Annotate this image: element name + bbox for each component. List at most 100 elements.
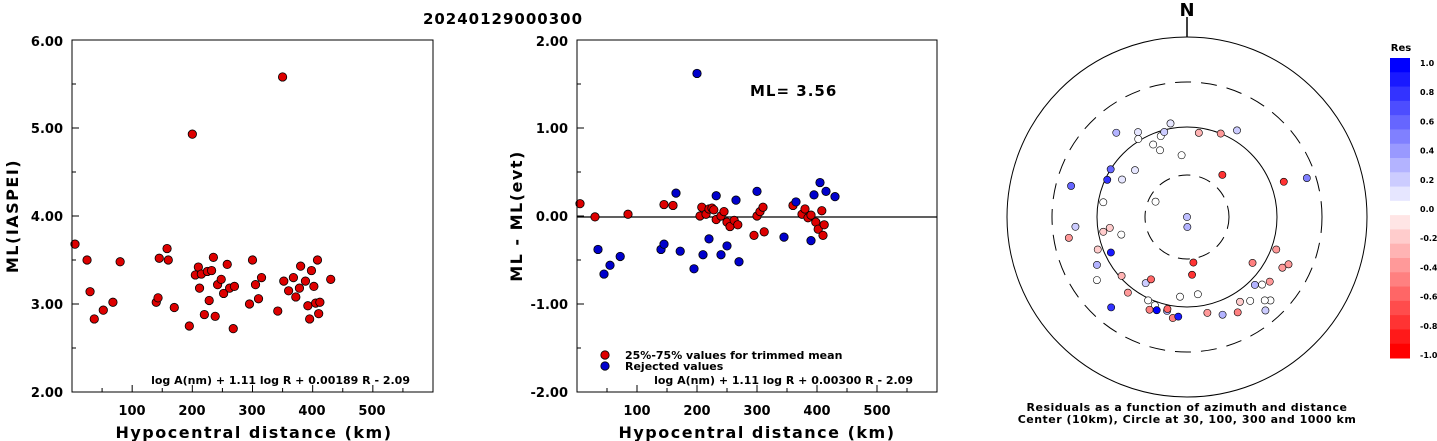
data-point <box>277 72 288 82</box>
x-tick-label: 100 <box>118 404 145 419</box>
data-point <box>216 274 226 284</box>
data-point <box>692 68 702 79</box>
data-point <box>615 251 625 262</box>
x-tick-label: 400 <box>803 404 830 419</box>
data-point <box>819 220 829 230</box>
data-point <box>163 255 173 265</box>
data-point <box>817 206 827 216</box>
colorbar-labels: 1.0 0.8 0.6 0.4 0.2 0.0 -0.2 -0.4 -0.6 -0.8 -1.0 <box>1420 59 1437 360</box>
data-point <box>815 177 825 188</box>
data-point <box>830 192 840 202</box>
colorbar-cell <box>1390 100 1410 116</box>
ml-value-annotation: ML= 3.56 <box>750 82 837 100</box>
station-point <box>1218 310 1227 319</box>
data-point <box>294 283 305 293</box>
data-point <box>199 309 209 320</box>
data-point <box>296 261 306 271</box>
polar-caption-line1: Residuals as a function of azimuth and d… <box>1027 401 1348 414</box>
data-point <box>671 188 681 198</box>
data-point <box>689 264 699 274</box>
station-point <box>1261 306 1270 315</box>
y-tick-label: 2.00 <box>31 386 63 401</box>
legend: 25%-75% values for trimmed mean Rejected… <box>600 349 842 373</box>
data-point <box>256 272 267 283</box>
polar-caption-line2: Center (10km), Circle at 30, 100, 300 an… <box>1018 413 1357 426</box>
station-point <box>1118 175 1126 184</box>
y-tick-label: 3.00 <box>31 298 63 313</box>
data-point <box>184 321 194 331</box>
colorbar-cell <box>1390 343 1410 359</box>
circle-300km <box>1051 81 1323 353</box>
ml-iaspei-points <box>70 72 336 334</box>
data-point <box>204 295 214 306</box>
data-point <box>288 272 299 283</box>
data-point <box>300 276 311 286</box>
station-point <box>1093 260 1101 269</box>
data-point <box>154 253 164 263</box>
station-point <box>1183 223 1192 231</box>
colorbar-label: 0.0 <box>1420 205 1435 214</box>
ml-iaspei-x-tick-labels: 100 200 300 400 500 <box>118 404 385 419</box>
data-point <box>162 243 172 254</box>
x-tick-label: 400 <box>298 404 325 419</box>
station-point <box>1099 198 1108 207</box>
station-point <box>1203 308 1212 317</box>
station-point <box>1258 280 1266 289</box>
station-point <box>1302 174 1311 182</box>
ml-residual-y-tick-labels: -2.00 -1.00 0.00 1.00 2.00 <box>531 35 568 401</box>
data-point <box>791 197 801 207</box>
ml-residual-y-axis-label: ML - ML(evt) <box>507 150 526 282</box>
colorbar-title: Res <box>1391 43 1411 54</box>
y-tick-label: -1.00 <box>531 298 568 313</box>
ml-residual-x-tick-labels: 100 200 300 400 500 <box>623 404 890 419</box>
data-point <box>675 246 685 256</box>
data-point <box>779 232 789 242</box>
data-point <box>187 129 197 139</box>
residual-colorbar: Res 1.0 0.8 0.6 0.4 0.2 0.0 -0.2 -0.4 -0.6 -0.8 -1… <box>1390 43 1437 360</box>
data-point <box>806 236 816 246</box>
station-point <box>1105 223 1114 232</box>
colorbar-cell <box>1390 229 1410 245</box>
station-point <box>1107 303 1116 312</box>
station-residual-points <box>1064 119 1311 322</box>
ml-residual-points <box>575 68 840 279</box>
data-point <box>222 259 232 269</box>
station-point <box>1189 258 1198 267</box>
ml-residual-formula: log A(nm) + 1.11 log R + 0.00300 R - 2.0… <box>654 374 913 387</box>
data-point <box>315 297 325 307</box>
data-point <box>599 269 609 279</box>
data-point <box>306 265 317 276</box>
station-point <box>1103 175 1112 184</box>
legend-label-trimmed: 25%-75% values for trimmed mean <box>625 349 842 362</box>
data-point <box>800 204 810 214</box>
colorbar-cell <box>1390 243 1410 259</box>
data-point <box>279 276 289 286</box>
colorbar-cell <box>1390 58 1410 73</box>
station-point <box>1106 248 1115 257</box>
data-point <box>752 186 762 196</box>
station-point <box>1188 270 1196 279</box>
x-tick-label: 100 <box>623 404 650 419</box>
x-tick-label: 300 <box>743 404 770 419</box>
data-point <box>208 252 218 262</box>
y-tick-label: 2.00 <box>536 35 568 50</box>
circle-30km <box>1144 174 1230 260</box>
ml-iaspei-y-axis-label: ML(IASPEI) <box>3 159 22 273</box>
colorbar-cell <box>1390 286 1410 302</box>
colorbar-cell <box>1390 143 1410 159</box>
station-point <box>1123 288 1132 297</box>
station-point <box>1144 296 1153 305</box>
station-point <box>1260 296 1269 305</box>
data-point <box>82 255 92 265</box>
x-tick-label: 500 <box>358 404 385 419</box>
station-point <box>1117 230 1126 239</box>
data-point <box>244 299 255 309</box>
data-point <box>108 297 118 307</box>
data-point <box>659 199 669 210</box>
data-point <box>749 230 759 240</box>
station-point <box>1166 119 1175 128</box>
station-point <box>1218 170 1227 179</box>
data-point <box>759 227 769 237</box>
station-point <box>1112 128 1121 137</box>
x-tick-label: 500 <box>863 404 890 419</box>
